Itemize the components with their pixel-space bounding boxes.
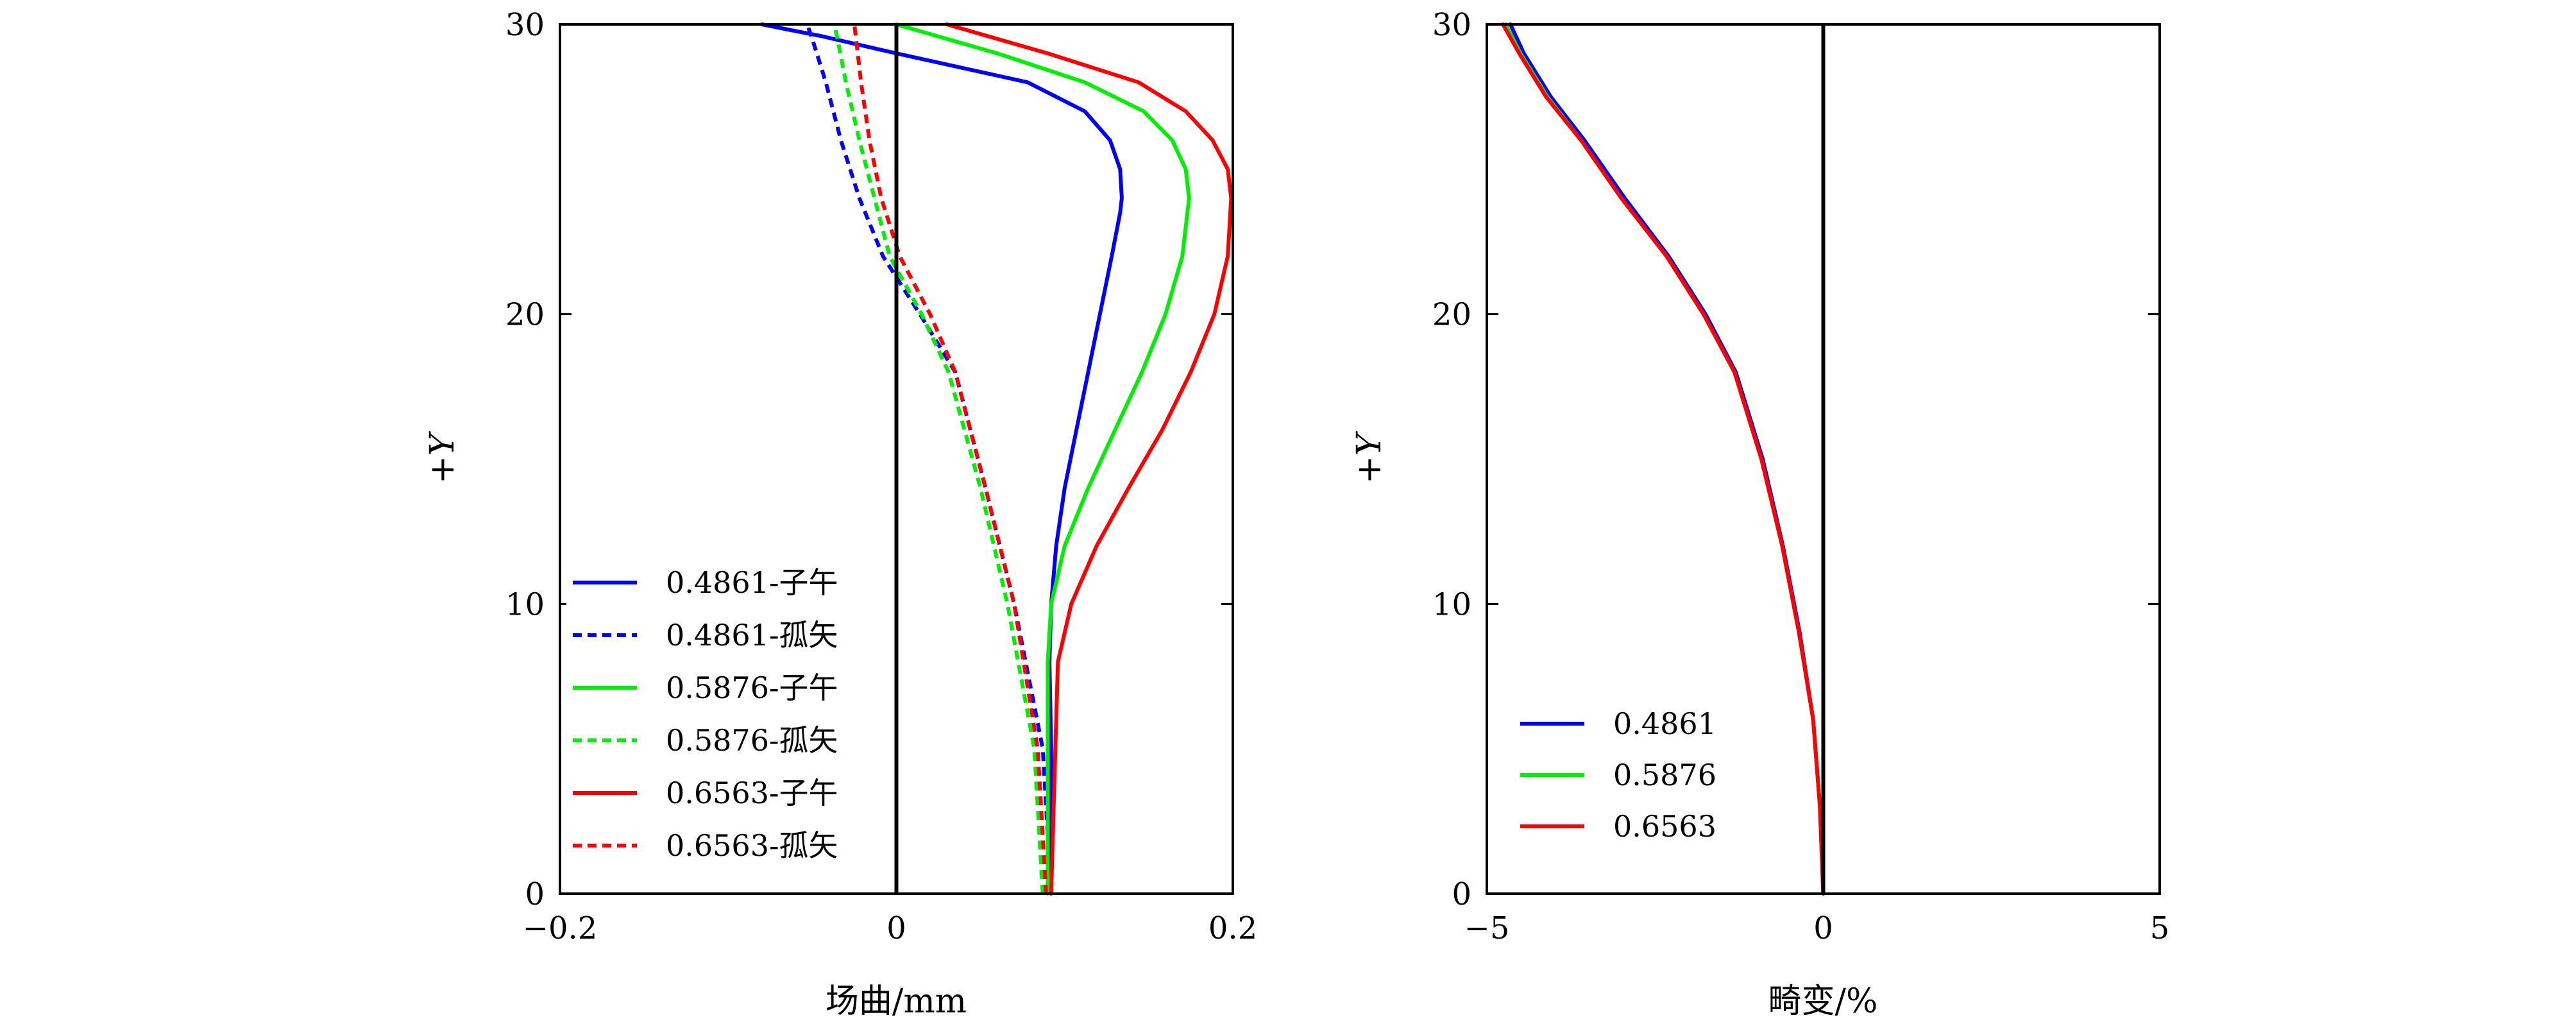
field-curvature-y-tick-label: 10 [505,586,545,622]
field-curvature-legend-label: 0.5876-孤矢 [666,723,838,758]
distortion-y-tick-label: 30 [1432,7,1471,43]
field-curvature-y-label: +Y [423,430,462,484]
distortion-legend-label: 0.4861 [1613,706,1716,741]
field-curvature-legend: 0.4861-子午 0.4861-孤矢 0.5876-子午 0.5876-孤矢 0.65… [573,565,838,863]
field-curvature-legend-label: 0.4861-孤矢 [666,618,838,652]
field-curvature-x-tick-label: 0.2 [1208,910,1257,946]
distortion-y-label: +Y [1350,430,1389,484]
field-curvature-series-line-4 [945,22,1233,896]
distortion-y-tick-label: 10 [1432,586,1471,622]
distortion-plot-area [1501,22,1826,896]
distortion-legend-label: 0.6563 [1613,809,1716,844]
field-curvature-plot-area [759,22,1233,896]
field-curvature-legend-label: 0.4861-子午 [666,565,838,600]
distortion-x-tick-label: −5 [1464,910,1510,946]
distortion-legend: 0.4861 0.5876 0.6563 [1520,706,1716,844]
distortion-x-tick-label: 0 [1813,910,1833,946]
distortion-series-line-2 [1501,22,1826,896]
field-curvature-y-tick-label: 20 [505,297,545,333]
field-curvature-legend-label: 0.6563-子午 [666,776,838,810]
distortion-legend-label: 0.5876 [1613,758,1716,792]
distortion-x-tick-label: 5 [2150,910,2170,946]
field-curvature-x-label: 场曲/mm [826,982,967,1021]
field-curvature-series-line-5 [852,24,1048,894]
distortion-y-tick-label: 0 [1452,876,1471,912]
distortion-y-tick-label: 20 [1432,297,1471,333]
field-curvature-series-line-3 [832,24,1045,894]
field-curvature-legend-label: 0.5876-子午 [666,670,838,705]
field-curvature-series-line-2 [894,22,1191,896]
field-curvature-legend-label: 0.6563-孤矢 [666,828,838,863]
field-curvature-y-tick-label: 30 [505,7,545,43]
distortion-x-label: 畸变/% [1768,982,1878,1021]
field-curvature-x-tick-label: 0 [886,910,906,946]
field-curvature-y-tick-label: 0 [525,876,545,912]
field-curvature-legend-box [566,553,881,873]
field-curvature-x-tick-label: −0.2 [523,910,598,946]
